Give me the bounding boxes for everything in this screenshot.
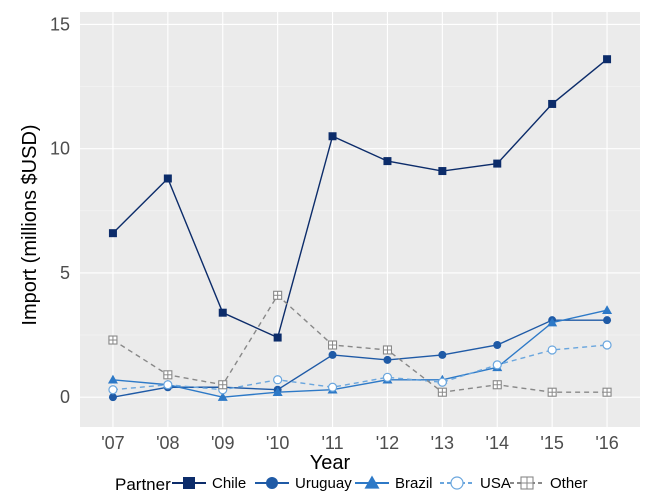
x-tick-label: '08 bbox=[156, 433, 179, 453]
point-marker bbox=[520, 476, 534, 490]
point-marker bbox=[437, 377, 447, 387]
series-line-chile bbox=[112, 58, 608, 339]
point-marker bbox=[603, 55, 612, 64]
point-marker bbox=[273, 333, 282, 342]
point-marker bbox=[602, 305, 613, 314]
y-axis-ticks: 0 5 10 15 bbox=[50, 14, 70, 407]
point-marker bbox=[108, 385, 118, 395]
series-usa bbox=[108, 340, 612, 395]
legend-item-chile: Chile bbox=[172, 475, 246, 492]
point-marker bbox=[437, 387, 447, 397]
series-line-other bbox=[112, 294, 608, 393]
point-marker bbox=[218, 380, 228, 390]
point-marker bbox=[328, 132, 337, 141]
point-marker bbox=[108, 335, 118, 345]
point-marker bbox=[163, 380, 173, 390]
point-marker bbox=[364, 475, 380, 489]
point-marker bbox=[382, 372, 393, 382]
legend: Partner Chile Uruguay Brazil USA Other bbox=[115, 475, 588, 494]
legend-label: Chile bbox=[212, 475, 246, 492]
y-axis-title: Import (millions $USD) bbox=[19, 124, 41, 325]
point-marker bbox=[327, 340, 338, 350]
x-tick-label: '15 bbox=[540, 433, 563, 453]
legend-item-other: Other bbox=[510, 475, 588, 492]
point-marker bbox=[547, 345, 557, 355]
point-marker bbox=[108, 229, 117, 238]
point-marker bbox=[183, 477, 195, 489]
x-axis-title: Year bbox=[310, 452, 351, 474]
series-other bbox=[108, 290, 612, 397]
point-marker bbox=[450, 476, 464, 490]
y-tick-label: 0 bbox=[60, 387, 70, 407]
series-line-usa bbox=[112, 344, 608, 391]
x-tick-label: '07 bbox=[101, 433, 124, 453]
point-marker bbox=[328, 350, 337, 359]
legend-label: Brazil bbox=[395, 475, 433, 492]
plot-panel bbox=[80, 12, 640, 427]
point-marker bbox=[493, 159, 502, 168]
x-tick-label: '13 bbox=[431, 433, 454, 453]
series-chile bbox=[108, 55, 612, 342]
point-marker bbox=[218, 308, 227, 317]
point-marker bbox=[492, 380, 502, 390]
point-marker bbox=[438, 350, 447, 359]
point-marker bbox=[272, 387, 283, 396]
point-marker bbox=[327, 382, 338, 392]
point-marker bbox=[492, 360, 502, 370]
legend-title: Partner bbox=[115, 475, 171, 494]
legend-label: Uruguay bbox=[295, 475, 352, 492]
y-tick-label: 15 bbox=[50, 14, 70, 34]
x-tick-label: '10 bbox=[266, 433, 289, 453]
x-axis-ticks: '07 '08 '09 '10 '11 '12 '13 '14 '15 '16 bbox=[101, 433, 619, 453]
point-marker bbox=[603, 316, 612, 325]
point-marker bbox=[602, 387, 612, 397]
point-marker bbox=[548, 99, 557, 108]
x-tick-label: '14 bbox=[486, 433, 509, 453]
point-marker bbox=[163, 174, 172, 183]
point-marker bbox=[547, 387, 557, 397]
point-marker bbox=[383, 157, 392, 166]
point-marker bbox=[107, 374, 118, 384]
legend-label: Other bbox=[550, 475, 588, 492]
point-marker bbox=[547, 317, 558, 327]
point-marker bbox=[108, 393, 117, 402]
point-marker bbox=[382, 345, 393, 355]
y-tick-label: 10 bbox=[50, 139, 70, 159]
x-tick-label: '09 bbox=[211, 433, 234, 453]
y-tick-label: 5 bbox=[60, 263, 70, 283]
point-marker bbox=[493, 340, 502, 349]
x-tick-label: '16 bbox=[595, 433, 618, 453]
x-tick-label: '12 bbox=[376, 433, 399, 453]
point-marker bbox=[217, 392, 228, 401]
point-marker bbox=[163, 370, 173, 380]
legend-item-uruguay: Uruguay bbox=[255, 475, 352, 492]
series-line-brazil bbox=[112, 309, 608, 398]
point-marker bbox=[266, 477, 278, 489]
point-marker bbox=[273, 375, 283, 385]
point-marker bbox=[602, 340, 612, 350]
legend-item-brazil: Brazil bbox=[355, 475, 433, 492]
point-marker bbox=[438, 167, 447, 176]
point-marker bbox=[273, 290, 283, 300]
x-tick-label: '11 bbox=[321, 433, 343, 453]
legend-label: USA bbox=[480, 475, 511, 492]
point-marker bbox=[383, 355, 392, 364]
legend-item-usa: USA bbox=[440, 475, 511, 492]
series-group bbox=[107, 55, 613, 402]
